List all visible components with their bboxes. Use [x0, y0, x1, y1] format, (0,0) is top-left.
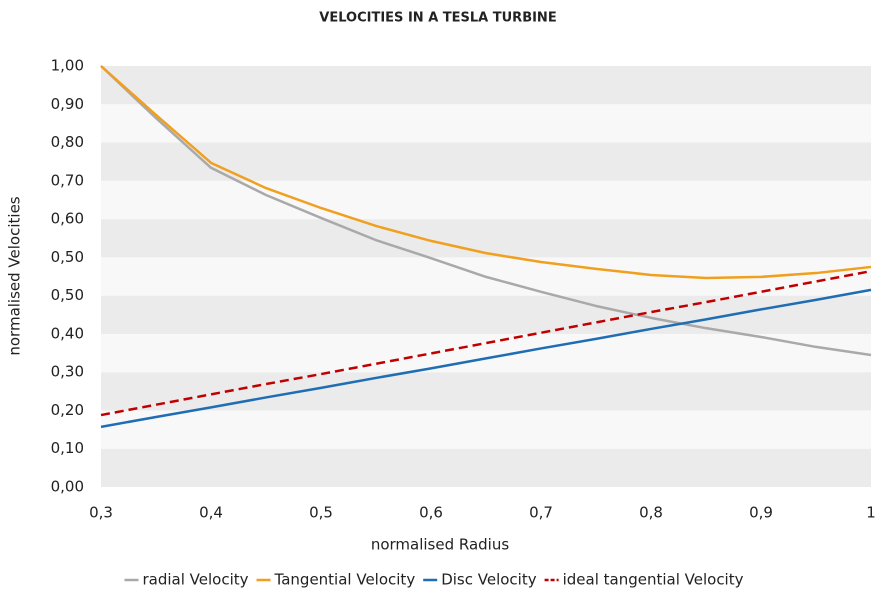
series-line: [100, 65, 872, 357]
y-tick-label: 0,30: [51, 363, 84, 381]
legend-label: Tangential Velocity: [274, 571, 416, 589]
series-line: [100, 65, 872, 280]
y-tick-label: 0,50: [51, 248, 84, 266]
grid-band: [101, 66, 871, 105]
x-tick-label: 0,8: [639, 504, 663, 522]
x-tick-label: 0,3: [89, 504, 113, 522]
y-axis-label: normalised Velocities: [6, 196, 24, 355]
y-tick-label: 0,90: [51, 95, 84, 113]
y-tick-label: 0,10: [51, 439, 84, 457]
grid-band: [101, 333, 871, 373]
y-tick-label: 0,80: [51, 133, 84, 151]
x-tick-label: 0,7: [529, 504, 553, 522]
y-tick-label: 0,70: [51, 171, 84, 189]
grid-band: [101, 104, 871, 143]
y-tick-label: 0,20: [51, 401, 84, 419]
legend: radial Velocity Tangential Velocity Disc V…: [124, 571, 744, 589]
grid-band: [101, 219, 871, 258]
grid-band: [101, 180, 871, 220]
legend-label: radial Velocity: [143, 571, 249, 589]
series-line: [100, 288, 872, 429]
x-tick-label: 1: [866, 504, 876, 522]
grid-band: [101, 448, 871, 487]
x-tick-label: 0,4: [199, 504, 223, 522]
y-tick-label: 1,00: [51, 57, 84, 75]
grid-band: [101, 410, 871, 449]
x-axis-label: normalised Radius: [371, 536, 510, 554]
y-tick-label: 0,60: [51, 210, 84, 228]
y-tick-label: 0,50: [51, 286, 84, 304]
grid-band: [101, 372, 871, 411]
legend-label: ideal tangential Velocity: [563, 571, 744, 589]
chart-title: VELOCITIES IN A TESLA TURBINE: [319, 11, 556, 26]
y-tick-label: 0,40: [51, 324, 84, 342]
series-line: [100, 269, 872, 417]
y-tick-label: 0,00: [51, 478, 84, 496]
x-tick-label: 0,5: [309, 504, 333, 522]
legend-label: Disc Velocity: [441, 571, 537, 589]
grid-band: [101, 142, 871, 181]
x-tick-label: 0,9: [749, 504, 773, 522]
grid-band: [101, 295, 871, 334]
x-tick-label: 0,6: [419, 504, 443, 522]
